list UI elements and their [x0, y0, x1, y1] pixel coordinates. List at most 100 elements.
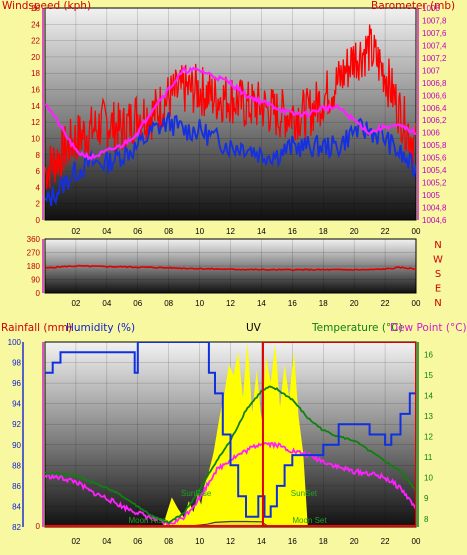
- barometer-tick-label: 1004,8: [422, 204, 447, 213]
- sunset-label: SunSet: [291, 489, 318, 498]
- direction-x-tick: 20: [350, 299, 359, 308]
- dewpoint-axis-title: Dew Point (°C): [390, 322, 467, 334]
- wind-x-tick: 04: [102, 227, 111, 236]
- direction-x-tick: 02: [71, 299, 80, 308]
- direction-x-tick-labels: 02 04 06 08 10 12 14 16 18 20 22 00: [71, 299, 421, 308]
- compass-label: N: [434, 240, 441, 251]
- barometer-tick-label: 1007,2: [422, 54, 447, 63]
- direction-gridlines: [45, 238, 417, 294]
- barometer-tick-label: 1006,4: [422, 104, 447, 113]
- wind-series-group: [45, 24, 416, 206]
- direction-x-tick: 04: [102, 299, 111, 308]
- barometer-tick-label: 1005,2: [422, 179, 447, 188]
- humidity-tick-label: 84: [12, 502, 21, 511]
- conditions-x-tick: 08: [164, 537, 173, 546]
- barometer-tick-label: 1006: [422, 129, 440, 138]
- wind-tick-label: 8: [36, 151, 41, 160]
- wind-tick-label: 10: [31, 134, 40, 143]
- compass-label: S: [435, 269, 441, 280]
- temperature-tick-label: 8: [424, 515, 429, 524]
- conditions-x-tick: 16: [288, 537, 297, 546]
- humidity-tick-label: 100: [8, 338, 22, 347]
- conditions-x-tick: 04: [102, 537, 111, 546]
- wind-tick-label: 4: [36, 183, 41, 192]
- direction-x-tick: 14: [257, 299, 266, 308]
- temperature-tick-label: 10: [424, 474, 433, 483]
- barometer-axis-title: Barometer (mb): [371, 0, 455, 12]
- wind-tick-label: 12: [31, 118, 40, 127]
- direction-tick-label: 0: [36, 289, 41, 298]
- temperature-tick-label: 11: [424, 453, 433, 462]
- barometer-tick-label: 1006,8: [422, 79, 447, 88]
- wind-x-tick: 00: [412, 227, 421, 236]
- wind-tick-label: 26: [31, 4, 40, 13]
- direction-x-tick: 06: [133, 299, 142, 308]
- temperature-tick-labels: 8 9 10 11 12 13 14 15 16: [424, 350, 433, 523]
- direction-x-tick: 00: [412, 299, 421, 308]
- conditions-x-tick: 02: [71, 537, 80, 546]
- wind-tick-label: 16: [31, 86, 40, 95]
- barometer-tick-label: 1005,4: [422, 166, 447, 175]
- temperature-axis-title: Temperature (°C): [311, 322, 403, 334]
- uv-axis-title: UV: [246, 322, 262, 334]
- barometer-tick-label: 1005,8: [422, 141, 447, 150]
- direction-plot-area: [44, 238, 417, 294]
- rainfall-axis-title: Rainfall (mm): [1, 322, 72, 334]
- barometer-tick-label: 1004,6: [422, 216, 447, 225]
- humidity-line: [45, 342, 416, 518]
- wind-x-tick-labels: 02 04 06 08 10 12 14 16 18 20 22 00: [71, 227, 421, 236]
- direction-tick-label: 270: [27, 249, 41, 258]
- wind-tick-label: 24: [31, 20, 40, 29]
- direction-series-group: [45, 264, 416, 272]
- conditions-x-tick: 22: [381, 537, 390, 546]
- barometer-tick-label: 1007: [422, 66, 440, 75]
- conditions-x-tick: 18: [319, 537, 328, 546]
- highlight-window: [261, 342, 416, 527]
- humidity-tick-label: 98: [12, 359, 21, 368]
- direction-tick-label: 360: [27, 235, 41, 244]
- wind-x-tick: 20: [350, 227, 359, 236]
- barometer-tick-label: 1005: [422, 191, 440, 200]
- wind-tick-label: 18: [31, 69, 40, 78]
- barometer-tick-label: 1006,6: [422, 91, 447, 100]
- humidity-tick-label: 88: [12, 461, 21, 470]
- wind-x-tick: 18: [319, 227, 328, 236]
- direction-tick-label: 90: [31, 276, 40, 285]
- conditions-x-tick-labels: 02 04 06 08 10 12 14 16 18 20 22 00: [71, 537, 421, 546]
- direction-x-tick: 08: [164, 299, 173, 308]
- wind-x-tick: 16: [288, 227, 297, 236]
- sunrise-label: SunRise: [181, 489, 212, 498]
- wind-x-tick: 10: [195, 227, 204, 236]
- temperature-tick-label: 14: [424, 391, 433, 400]
- barometer-line: [45, 65, 416, 161]
- wind-x-tick: 02: [71, 227, 80, 236]
- direction-x-tick: 12: [226, 299, 235, 308]
- humidity-tick-labels: 82 84 86 88 90 92 94 96 98 100 0: [8, 338, 41, 532]
- direction-x-tick: 22: [381, 299, 390, 308]
- compass-label: W: [433, 255, 443, 266]
- moonset-label: Moon Set: [292, 516, 327, 525]
- humidity-tick-label: 82: [12, 523, 21, 532]
- humidity-tick-label: 96: [12, 379, 21, 388]
- conditions-x-tick: 10: [195, 537, 204, 546]
- conditions-series-group: SunRise SunSet Moon Rise Moon Set: [45, 342, 416, 527]
- barometer-tick-labels: 1004,6 1004,8 1005 1005,2 1005,4 1005,6 1005,8…: [422, 4, 447, 225]
- humidity-tick-label: 94: [12, 400, 21, 409]
- wind-average-line: [45, 112, 416, 206]
- conditions-x-tick: 12: [226, 537, 235, 546]
- conditions-x-tick: 00: [412, 537, 421, 546]
- wind-tick-label: 14: [31, 102, 40, 111]
- barometer-tick-label: 1005,6: [422, 154, 447, 163]
- wind-tick-label: 0: [36, 216, 41, 225]
- direction-x-tick: 16: [288, 299, 297, 308]
- temperature-tick-label: 13: [424, 412, 433, 421]
- wind-x-tick: 12: [226, 227, 235, 236]
- rain-humidity-temp-panel: SunRise SunSet Moon Rise Moon Set 82 84 86 88 9…: [1, 322, 467, 546]
- barometer-tick-label: 1007,6: [422, 29, 447, 38]
- wind-tick-label: 6: [36, 167, 41, 176]
- humidity-axis-title: Humidity (%): [66, 322, 135, 334]
